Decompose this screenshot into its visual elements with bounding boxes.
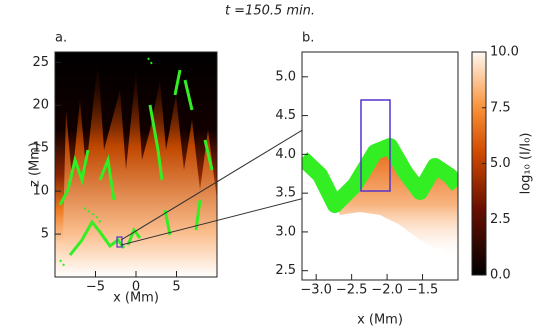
- y-tick-label: 20: [32, 98, 49, 113]
- colorbar-tick-label: 0.0: [490, 268, 511, 283]
- panel-label: b.: [302, 31, 314, 46]
- heatmap-a: [55, 52, 217, 277]
- x-axis-label: x (Mm): [113, 291, 159, 306]
- y-tick-label: 2.5: [275, 263, 296, 278]
- x-tick-label: −3.0: [300, 283, 332, 298]
- x-axis-label: x (Mm): [357, 313, 403, 328]
- colorbar-tick-label: 5.0: [490, 156, 511, 171]
- colorbar-tick-label: 7.5: [490, 100, 511, 115]
- y-tick-label: 3.5: [275, 186, 296, 201]
- x-tick-label: 0: [132, 280, 140, 295]
- colorbar-label: log₁₀ (I/I₀): [519, 133, 534, 195]
- x-tick-label: −2.5: [336, 283, 368, 298]
- y-tick-label: 25: [32, 55, 49, 70]
- colorbar-tick-label: 2.5: [490, 212, 511, 227]
- title: t =150.5 min.: [225, 4, 315, 19]
- x-tick-label: 5: [172, 280, 180, 295]
- x-tick-label: −2.0: [371, 283, 403, 298]
- zoom-line: [120, 189, 337, 246]
- y-tick-label: 5: [41, 227, 49, 242]
- heatmap-b: [302, 52, 458, 280]
- y-tick-label: 4.5: [275, 108, 296, 123]
- y-tick-label: 4.0: [275, 147, 296, 162]
- y-axis-label: z (Mm): [28, 142, 43, 187]
- colorbar-tick-label: 10.0: [490, 45, 519, 60]
- y-tick-label: 15: [32, 141, 49, 156]
- y-tick-label: 5.0: [275, 69, 296, 84]
- panel-label: a.: [55, 31, 67, 46]
- x-tick-label: −1.5: [407, 283, 439, 298]
- y-tick-label: 10: [32, 184, 49, 199]
- x-tick-label: −5: [86, 280, 105, 295]
- plot-frame: [301, 51, 459, 281]
- y-tick-label: 3.0: [275, 224, 296, 239]
